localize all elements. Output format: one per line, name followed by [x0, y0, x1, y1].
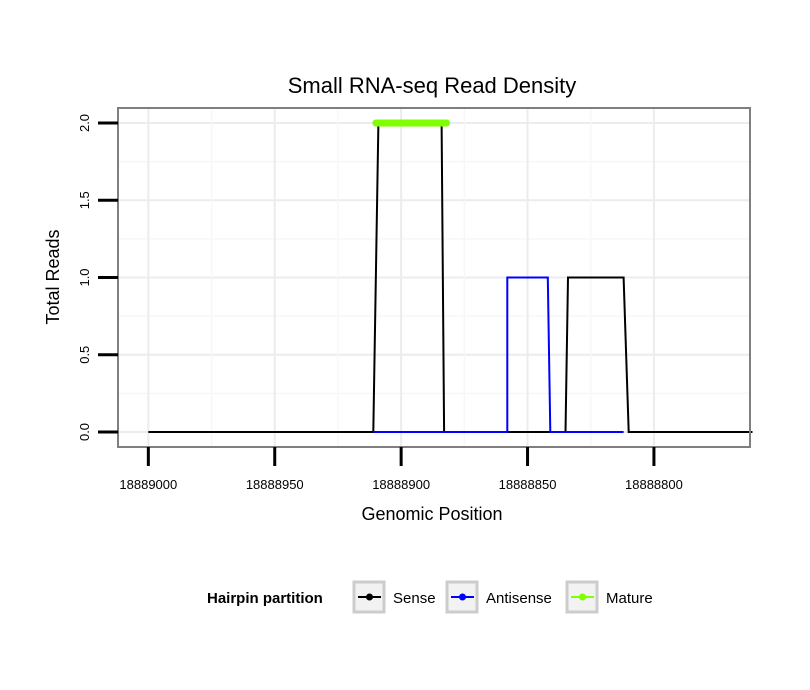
x-axis-title: Genomic Position — [361, 504, 502, 524]
series-layer — [148, 119, 753, 433]
chart-title: Small RNA-seq Read Density — [288, 73, 577, 98]
legend: Hairpin partition Sense Antisense Mature — [207, 580, 653, 614]
x-tick-label: 18889000 — [119, 477, 177, 492]
legend-label: Mature — [606, 590, 653, 607]
x-axis: 18889000 18888950 18888900 18888850 18888800 — [119, 447, 683, 492]
legend-key-point — [366, 593, 373, 601]
legend-title: Hairpin partition — [207, 590, 323, 607]
y-tick-label: 1.5 — [77, 191, 92, 209]
y-tick-label: 2.0 — [77, 114, 92, 132]
y-axis: 0.0 0.5 1.0 1.5 2.0 — [77, 114, 118, 441]
legend-label: Antisense — [486, 590, 552, 607]
x-tick-label: 18888950 — [246, 477, 304, 492]
y-tick-label: 0.0 — [77, 423, 92, 441]
y-axis-title: Total Reads — [43, 229, 63, 324]
grid — [118, 108, 750, 447]
legend-label: Sense — [393, 590, 436, 607]
x-tick-label: 18888800 — [625, 477, 683, 492]
x-tick-label: 18888850 — [499, 477, 557, 492]
y-tick-label: 0.5 — [77, 346, 92, 364]
y-tick-label: 1.0 — [77, 268, 92, 286]
legend-key-point — [579, 593, 586, 601]
series-line-antisense — [373, 276, 624, 433]
legend-key-point — [459, 593, 466, 601]
x-tick-label: 18888900 — [372, 477, 430, 492]
